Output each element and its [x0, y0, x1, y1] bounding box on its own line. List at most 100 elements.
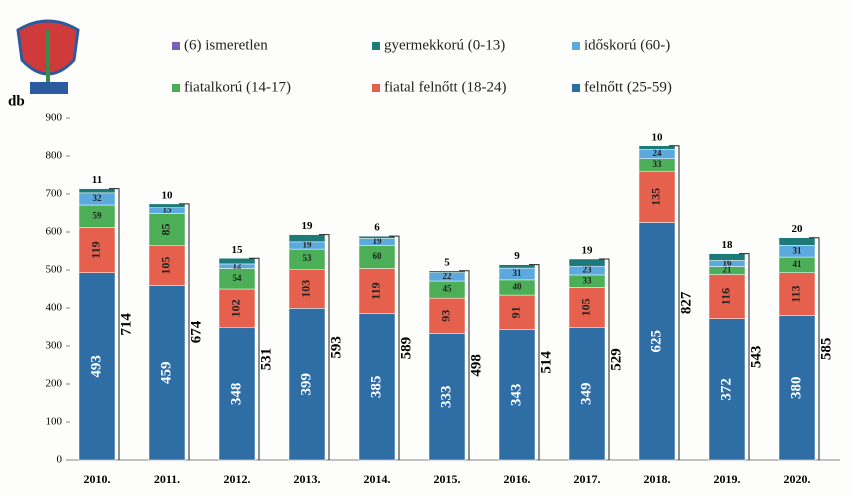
- total-bracket: [319, 234, 330, 460]
- y-tick-label: 300: [46, 340, 63, 352]
- total-bracket: [809, 237, 820, 460]
- bar-segment: [288, 268, 326, 309]
- bar-segment: [638, 145, 676, 150]
- data-label: 10: [652, 131, 664, 143]
- bar-segment: [78, 188, 116, 194]
- bar-segment: [218, 288, 256, 329]
- total-label: 589: [398, 337, 414, 360]
- x-tick-label: 2016.: [504, 472, 531, 486]
- bar-segment: [78, 227, 116, 273]
- total-bracket: [669, 145, 680, 460]
- data-label: 20: [792, 223, 804, 235]
- y-tick-label: 400: [46, 302, 63, 314]
- bar-segment: [428, 270, 466, 273]
- data-label: 11: [92, 174, 102, 186]
- x-tick-label: 2011.: [154, 472, 180, 486]
- legend-swatch: [572, 84, 580, 92]
- y-tick-label: 800: [46, 150, 63, 162]
- total-label: 514: [538, 351, 554, 374]
- bar-segment: [358, 313, 396, 461]
- bar-segment: [148, 203, 186, 208]
- data-label: 33: [653, 159, 663, 169]
- x-tick-label: 2010.: [84, 472, 111, 486]
- data-label: 31: [513, 268, 523, 278]
- data-label: 625: [648, 330, 664, 353]
- data-label: 343: [508, 384, 524, 407]
- data-label: 135: [649, 188, 663, 206]
- total-bracket: [599, 258, 610, 460]
- data-label: 12: [233, 260, 243, 270]
- y-axis-label: db: [8, 93, 25, 109]
- data-label: 16: [723, 258, 733, 268]
- data-label: 119: [89, 241, 103, 258]
- y-tick-label: 0: [57, 454, 63, 466]
- total-bracket: [739, 253, 750, 460]
- data-label: 24: [653, 148, 663, 158]
- total-label: 531: [258, 348, 274, 371]
- bar-segment: [358, 235, 396, 239]
- legend-swatch: [572, 42, 580, 50]
- bar-segment: [498, 329, 536, 461]
- data-label: 119: [369, 282, 383, 299]
- data-label: 9: [514, 250, 520, 262]
- data-label: 372: [718, 378, 734, 401]
- data-label: 23: [583, 265, 593, 275]
- data-label: 45: [443, 284, 453, 294]
- bar-segment: [288, 308, 326, 461]
- bar-segment: [568, 327, 606, 461]
- total-bracket: [529, 264, 540, 460]
- bar-segment: [428, 333, 466, 461]
- legend-label: felnőtt (25-59): [584, 79, 672, 95]
- data-label: 54: [233, 273, 243, 283]
- total-bracket: [179, 203, 190, 460]
- data-label: 15: [232, 244, 244, 256]
- bar-segment: [708, 274, 746, 319]
- data-label: 459: [158, 362, 174, 385]
- total-label: 585: [818, 338, 834, 361]
- data-label: 333: [438, 385, 454, 408]
- y-tick-label: 600: [46, 226, 63, 238]
- data-label: 59: [93, 210, 103, 220]
- legend-label: gyermekkorú (0-13): [384, 37, 505, 53]
- data-label: 22: [443, 271, 453, 281]
- legend-label: időskorú (60-): [584, 37, 670, 53]
- data-label: 60: [373, 251, 383, 261]
- total-label: 593: [328, 336, 344, 359]
- data-label: 10: [162, 189, 174, 201]
- bar-segment: [218, 327, 256, 461]
- x-tick-label: 2017.: [574, 472, 601, 486]
- total-label: 827: [678, 291, 694, 314]
- bar-segment: [778, 237, 816, 246]
- data-label: 380: [788, 377, 804, 400]
- bar-segment: [498, 264, 536, 269]
- legend-swatch: [372, 84, 380, 92]
- data-label: 41: [793, 259, 803, 269]
- data-label: 116: [719, 288, 733, 305]
- x-tick-label: 2013.: [294, 472, 321, 486]
- data-label: 113: [789, 285, 803, 302]
- bar-segment: [568, 258, 606, 267]
- total-label: 529: [608, 348, 624, 371]
- legend-label: (6) ismeretlen: [184, 37, 268, 53]
- data-label: 5: [444, 256, 450, 268]
- data-label: 15: [163, 205, 173, 215]
- legend-swatch: [172, 42, 180, 50]
- data-label: 105: [159, 257, 173, 275]
- data-label: 31: [793, 245, 803, 255]
- data-label: 53: [303, 253, 313, 263]
- y-tick-label: 700: [46, 188, 63, 200]
- total-label: 543: [748, 346, 764, 369]
- x-tick-label: 2019.: [714, 472, 741, 486]
- data-label: 85: [159, 224, 173, 236]
- legend-label: fiatalkorú (14-17): [184, 79, 291, 95]
- data-label: 18: [722, 239, 734, 251]
- data-label: 21: [723, 265, 733, 275]
- bar-segment: [148, 213, 186, 246]
- bar-segment: [358, 268, 396, 314]
- bar-segment: [638, 222, 676, 461]
- data-label: 19: [303, 240, 313, 250]
- data-label: 33: [583, 275, 593, 285]
- logo: [16, 19, 80, 94]
- data-label: 399: [298, 373, 314, 396]
